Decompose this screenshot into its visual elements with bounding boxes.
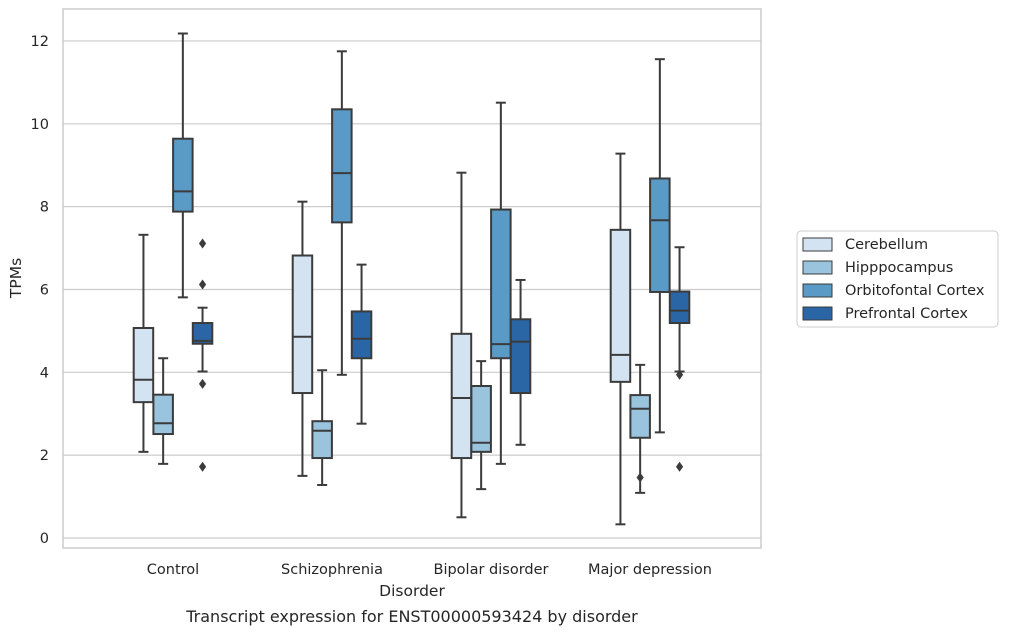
box-cerebellum-schizophrenia xyxy=(291,200,314,477)
legend-label: Cerebellum xyxy=(845,237,928,253)
y-tick-label: 10 xyxy=(31,117,49,133)
box-iqr xyxy=(490,208,512,360)
box-hipppocampus-schizophrenia xyxy=(311,369,333,486)
legend-swatch xyxy=(802,283,833,298)
box-iqr xyxy=(172,137,194,213)
box-iqr xyxy=(191,322,214,345)
box-prefrontal-cortex-bipolar-disorder xyxy=(509,278,532,446)
outlier-point xyxy=(198,461,207,472)
box-iqr xyxy=(291,254,314,395)
legend-swatch xyxy=(802,237,833,252)
plot-frame xyxy=(62,8,762,549)
box-iqr xyxy=(609,228,632,383)
outlier-point xyxy=(198,378,207,389)
box-orbitofontal-cortex-control xyxy=(172,32,194,299)
y-tick-labels: 0 2 4 6 8 10 12 xyxy=(31,34,49,547)
y-tick-label: 0 xyxy=(40,531,49,547)
box-iqr xyxy=(470,384,492,453)
box-iqr xyxy=(132,327,155,404)
outlier-point xyxy=(675,461,684,472)
legend-label: Prefrontal Cortex xyxy=(845,306,968,322)
box-iqr xyxy=(350,310,373,360)
legend-frame xyxy=(796,230,999,328)
x-tick-label: Schizophrenia xyxy=(281,562,383,578)
y-tick-label: 2 xyxy=(40,448,49,464)
legend: Cerebellum Hipppocampus Orbitofontal Corte… xyxy=(796,230,999,328)
box-orbitofontal-cortex-schizophrenia xyxy=(331,50,353,376)
box-iqr xyxy=(450,332,473,460)
x-axis-label: Disorder xyxy=(379,582,445,600)
outlier-point xyxy=(636,472,644,483)
legend-label: Hipppocampus xyxy=(845,260,953,276)
y-tick-label: 12 xyxy=(31,34,49,50)
legend-label: Orbitofontal Cortex xyxy=(845,283,985,299)
legend-swatch xyxy=(802,260,833,275)
y-tick-label: 6 xyxy=(40,282,49,298)
box-hipppocampus-major-depression xyxy=(629,363,651,494)
box-iqr xyxy=(629,394,651,439)
outlier-point xyxy=(198,279,207,290)
box-iqr xyxy=(311,420,333,460)
box-prefrontal-cortex-major-depression xyxy=(668,246,691,472)
box-cerebellum-control xyxy=(132,233,155,453)
x-tick-labels: Control Schizophrenia Bipolar disorder Majo… xyxy=(147,562,712,578)
box-iqr xyxy=(668,290,691,325)
box-hipppocampus-control xyxy=(152,357,174,465)
box-hipppocampus-bipolar-disorder xyxy=(470,360,492,491)
box-orbitofontal-cortex-major-depression xyxy=(649,58,671,434)
box-iqr xyxy=(152,393,174,436)
outlier-point xyxy=(675,369,684,380)
box-prefrontal-cortex-control xyxy=(191,238,214,472)
y-tick-label: 8 xyxy=(40,200,49,216)
box-iqr xyxy=(331,108,353,224)
y-axis-label: TPMs xyxy=(7,258,25,299)
box-iqr xyxy=(509,318,532,395)
y-tick-label: 4 xyxy=(40,365,49,381)
x-tick-label: Bipolar disorder xyxy=(434,562,549,578)
box-iqr xyxy=(649,177,671,293)
legend-swatch xyxy=(802,306,833,321)
box-cerebellum-bipolar-disorder xyxy=(450,171,473,519)
chart-caption: Transcript expression for ENST0000059342… xyxy=(185,607,638,626)
boxes xyxy=(132,32,691,526)
box-prefrontal-cortex-schizophrenia xyxy=(350,263,373,425)
box-orbitofontal-cortex-bipolar-disorder xyxy=(490,101,512,465)
x-tick-label: Major depression xyxy=(588,562,712,578)
x-tick-label: Control xyxy=(147,562,199,578)
outlier-point xyxy=(198,238,207,249)
box-cerebellum-major-depression xyxy=(609,152,632,526)
